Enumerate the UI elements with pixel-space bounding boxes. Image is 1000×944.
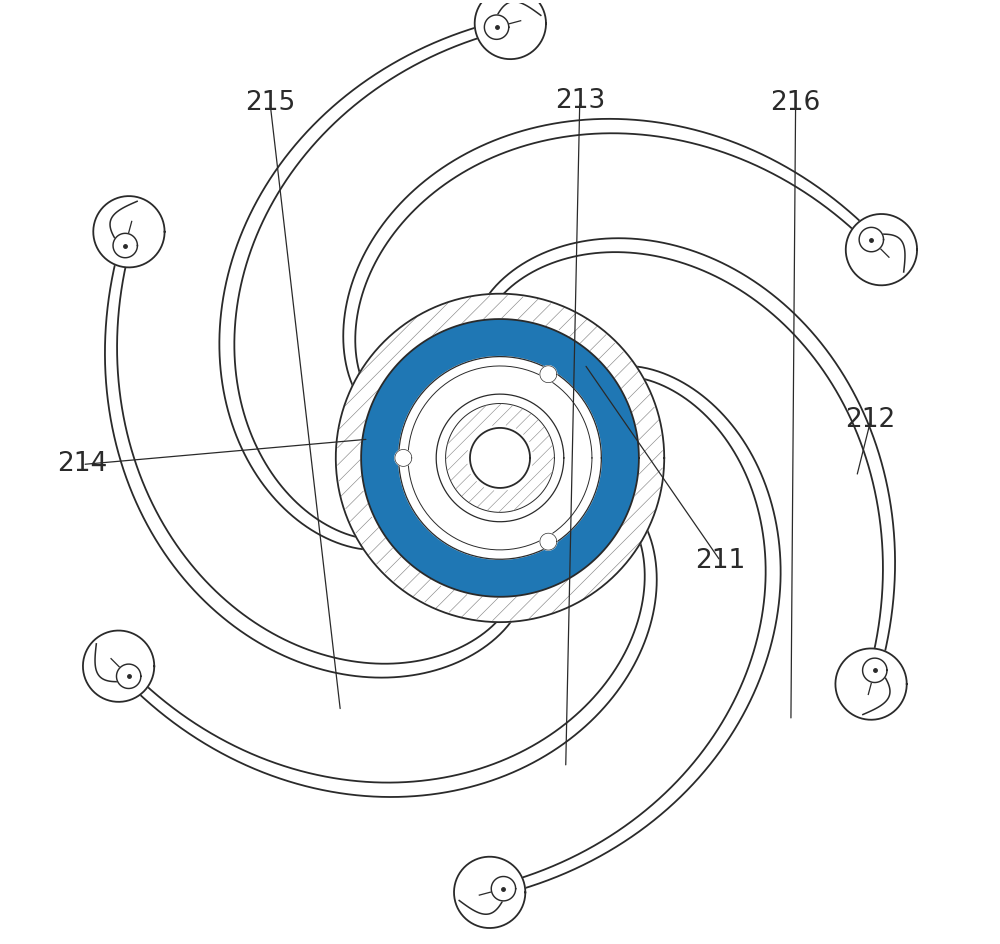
Polygon shape xyxy=(436,394,564,522)
Polygon shape xyxy=(859,228,884,252)
Polygon shape xyxy=(491,876,516,901)
Polygon shape xyxy=(867,234,905,272)
Polygon shape xyxy=(484,15,509,40)
Polygon shape xyxy=(95,644,133,682)
Text: 211: 211 xyxy=(695,548,746,574)
Polygon shape xyxy=(482,238,895,675)
Polygon shape xyxy=(540,533,557,550)
Polygon shape xyxy=(499,366,781,895)
Polygon shape xyxy=(361,319,639,597)
Polygon shape xyxy=(93,196,165,267)
Polygon shape xyxy=(113,233,137,258)
Polygon shape xyxy=(863,665,890,715)
Polygon shape xyxy=(343,119,878,397)
Polygon shape xyxy=(395,449,412,466)
Polygon shape xyxy=(491,2,541,28)
Polygon shape xyxy=(454,857,525,928)
Text: 216: 216 xyxy=(770,91,821,116)
Polygon shape xyxy=(116,664,141,688)
Polygon shape xyxy=(399,357,601,559)
Polygon shape xyxy=(122,518,657,797)
Polygon shape xyxy=(470,428,530,488)
Polygon shape xyxy=(835,649,907,719)
Polygon shape xyxy=(846,214,917,285)
Polygon shape xyxy=(105,241,518,678)
Polygon shape xyxy=(459,887,509,914)
Text: 213: 213 xyxy=(555,89,605,114)
Polygon shape xyxy=(219,21,501,549)
Polygon shape xyxy=(446,403,554,513)
Text: 214: 214 xyxy=(57,451,108,478)
Polygon shape xyxy=(540,365,557,382)
Polygon shape xyxy=(361,319,639,597)
Text: 215: 215 xyxy=(245,91,295,116)
Polygon shape xyxy=(110,201,137,251)
Polygon shape xyxy=(336,294,664,622)
Polygon shape xyxy=(83,631,154,701)
Text: 212: 212 xyxy=(846,408,896,433)
Polygon shape xyxy=(863,658,887,683)
Polygon shape xyxy=(475,0,546,59)
Polygon shape xyxy=(408,366,592,550)
